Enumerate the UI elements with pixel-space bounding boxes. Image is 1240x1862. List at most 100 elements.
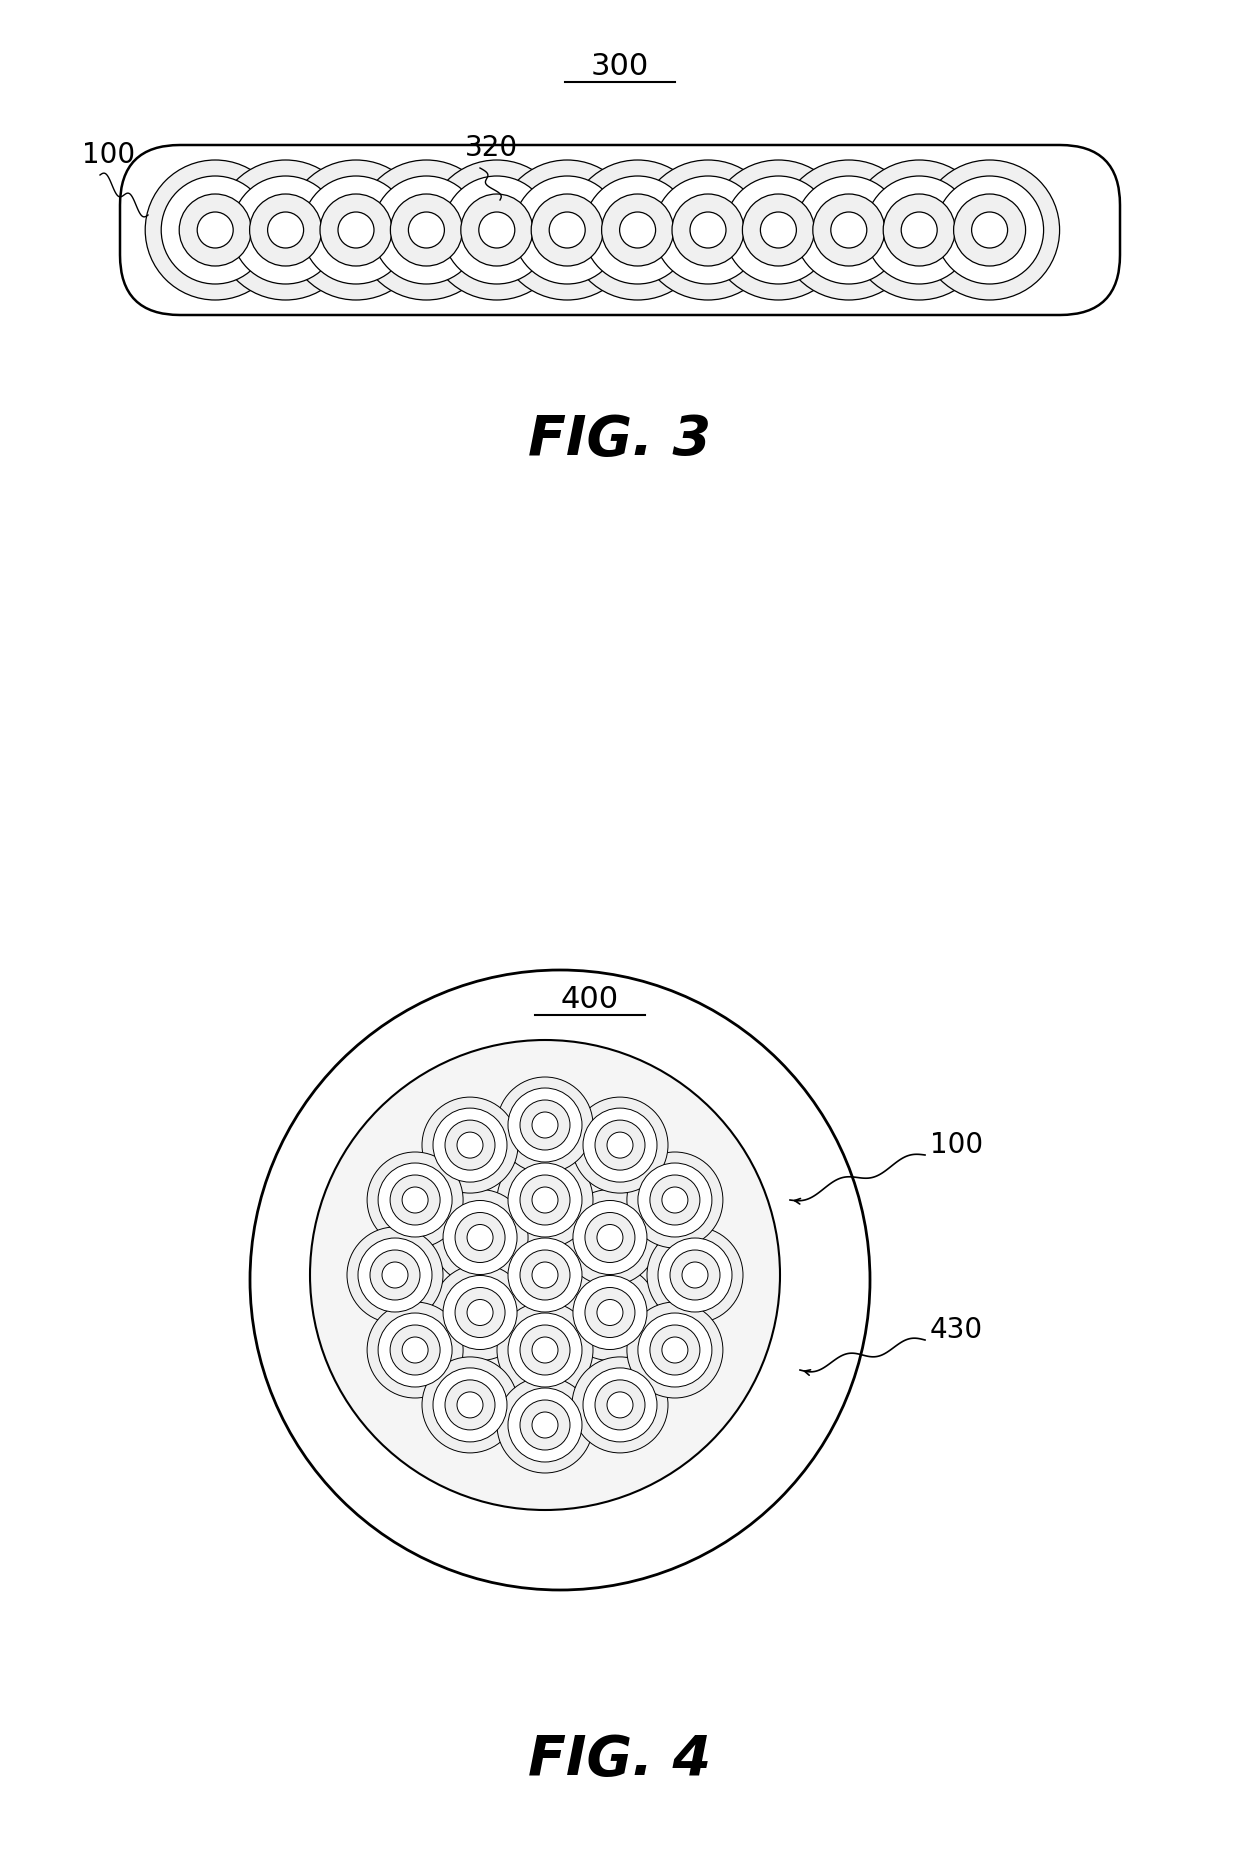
Circle shape <box>708 160 848 300</box>
Circle shape <box>180 194 252 266</box>
Circle shape <box>508 1313 582 1387</box>
Circle shape <box>520 1326 570 1374</box>
Circle shape <box>216 160 356 300</box>
Circle shape <box>461 194 533 266</box>
Circle shape <box>596 1300 622 1326</box>
Circle shape <box>573 1201 647 1274</box>
Circle shape <box>197 212 233 248</box>
Circle shape <box>562 1264 658 1361</box>
Circle shape <box>583 1108 657 1182</box>
Circle shape <box>458 1393 484 1417</box>
Circle shape <box>920 160 1060 300</box>
Circle shape <box>639 160 777 300</box>
Circle shape <box>370 1249 420 1300</box>
Circle shape <box>402 1186 428 1212</box>
Circle shape <box>760 212 796 248</box>
Circle shape <box>650 1326 699 1374</box>
Text: 300: 300 <box>591 52 649 82</box>
Circle shape <box>572 1357 668 1452</box>
Circle shape <box>650 1175 699 1225</box>
Circle shape <box>268 212 304 248</box>
Circle shape <box>812 194 885 266</box>
Circle shape <box>658 1238 732 1313</box>
Circle shape <box>901 212 937 248</box>
Circle shape <box>422 1097 518 1194</box>
Circle shape <box>568 160 708 300</box>
Circle shape <box>408 212 444 248</box>
Circle shape <box>672 194 744 266</box>
Circle shape <box>286 160 427 300</box>
Circle shape <box>356 160 496 300</box>
Circle shape <box>520 1175 570 1225</box>
Circle shape <box>382 1262 408 1289</box>
Circle shape <box>743 194 815 266</box>
Circle shape <box>310 1041 780 1510</box>
Circle shape <box>647 1227 743 1324</box>
Circle shape <box>467 1300 494 1326</box>
Circle shape <box>627 1302 723 1398</box>
Circle shape <box>445 1380 495 1430</box>
Circle shape <box>433 1369 507 1441</box>
Circle shape <box>497 160 637 300</box>
Circle shape <box>972 212 1008 248</box>
Circle shape <box>779 160 919 300</box>
Circle shape <box>391 1175 440 1225</box>
Circle shape <box>443 1275 517 1350</box>
Circle shape <box>467 1225 494 1251</box>
Circle shape <box>549 212 585 248</box>
Circle shape <box>520 1400 570 1450</box>
Circle shape <box>531 194 603 266</box>
Circle shape <box>585 1287 635 1337</box>
Circle shape <box>391 194 463 266</box>
Circle shape <box>596 1225 622 1251</box>
Circle shape <box>497 1153 593 1248</box>
Circle shape <box>347 1227 443 1324</box>
Circle shape <box>455 1287 505 1337</box>
Circle shape <box>145 160 285 300</box>
Circle shape <box>585 1212 635 1262</box>
Circle shape <box>608 1132 632 1158</box>
Circle shape <box>562 1190 658 1285</box>
Circle shape <box>532 1112 558 1138</box>
Circle shape <box>249 194 321 266</box>
Circle shape <box>608 1393 632 1417</box>
Circle shape <box>936 177 1044 285</box>
Circle shape <box>508 1164 582 1236</box>
Circle shape <box>520 1249 570 1300</box>
Circle shape <box>954 194 1025 266</box>
Circle shape <box>443 177 551 285</box>
Circle shape <box>595 1121 645 1169</box>
Circle shape <box>232 177 340 285</box>
Text: FIG. 4: FIG. 4 <box>528 1734 712 1788</box>
Circle shape <box>653 177 763 285</box>
Circle shape <box>508 1238 582 1313</box>
Circle shape <box>849 160 990 300</box>
Circle shape <box>513 177 621 285</box>
Circle shape <box>595 1380 645 1430</box>
Circle shape <box>427 160 567 300</box>
Circle shape <box>670 1249 720 1300</box>
Circle shape <box>402 1337 428 1363</box>
Circle shape <box>689 212 725 248</box>
Circle shape <box>432 1190 528 1285</box>
Circle shape <box>532 1411 558 1437</box>
Circle shape <box>358 1238 432 1313</box>
Text: 320: 320 <box>465 134 518 162</box>
Circle shape <box>601 194 673 266</box>
Circle shape <box>520 1100 570 1151</box>
Circle shape <box>662 1337 688 1363</box>
Circle shape <box>445 1121 495 1169</box>
Circle shape <box>497 1076 593 1173</box>
Circle shape <box>443 1201 517 1274</box>
Circle shape <box>883 194 955 266</box>
Circle shape <box>627 1153 723 1248</box>
Circle shape <box>378 1164 453 1236</box>
Text: FIG. 3: FIG. 3 <box>528 413 712 467</box>
Circle shape <box>497 1378 593 1473</box>
Circle shape <box>532 1186 558 1212</box>
Circle shape <box>367 1153 463 1248</box>
Text: 430: 430 <box>930 1316 983 1344</box>
Text: 100: 100 <box>82 142 135 169</box>
Circle shape <box>682 1262 708 1289</box>
Circle shape <box>866 177 973 285</box>
